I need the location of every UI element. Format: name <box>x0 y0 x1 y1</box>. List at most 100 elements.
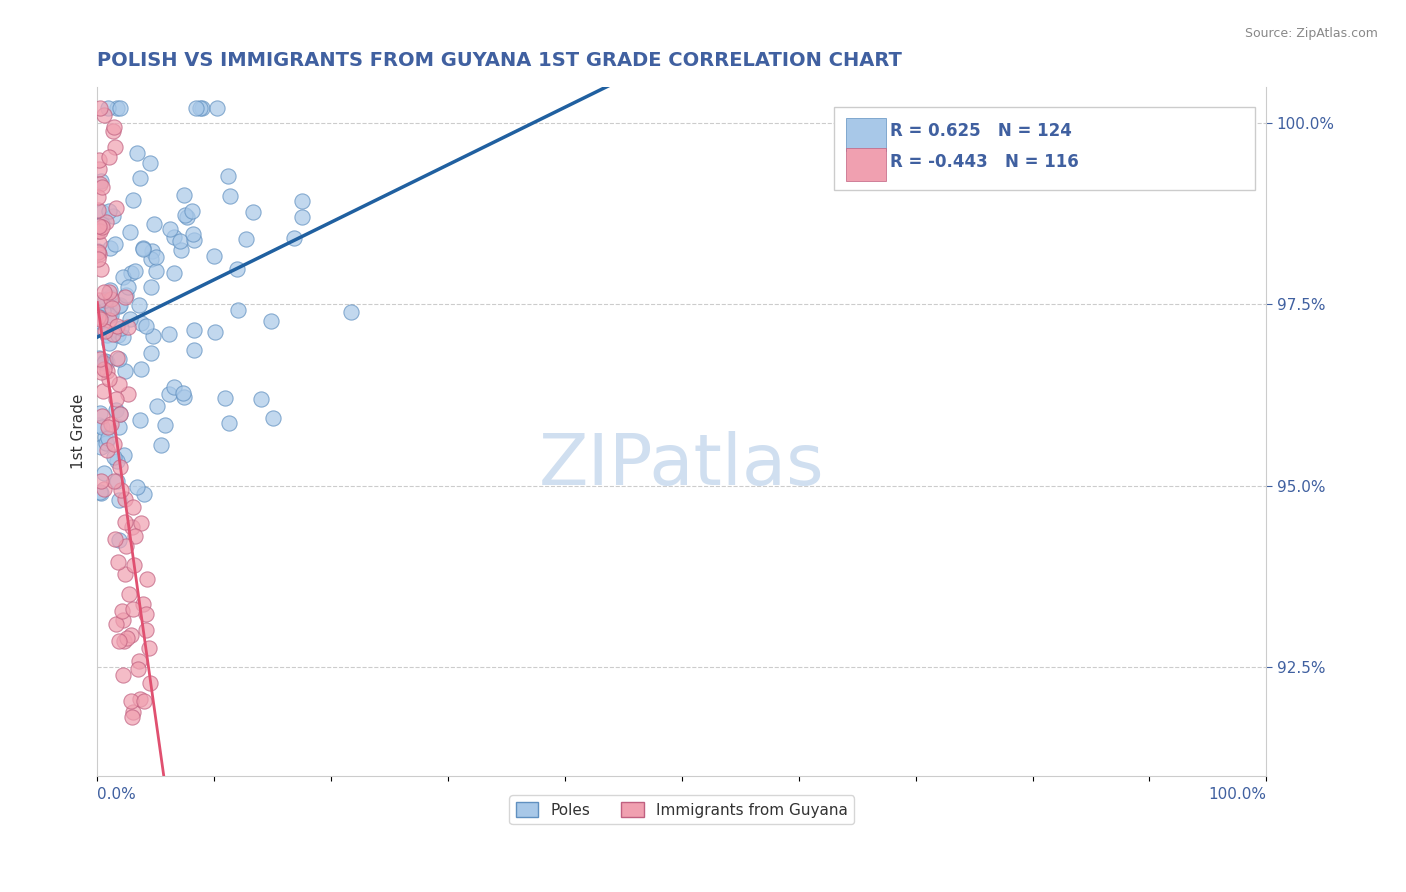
Point <box>94 324 117 338</box>
Point <box>339 305 361 319</box>
Point <box>90 205 112 219</box>
Point <box>204 325 226 339</box>
Point <box>89 406 111 420</box>
Point <box>143 217 166 231</box>
Point <box>114 539 136 553</box>
Point <box>110 101 132 115</box>
Point <box>122 558 145 573</box>
Point <box>94 215 117 229</box>
Point <box>250 392 273 406</box>
Point <box>142 328 165 343</box>
Point <box>159 222 181 236</box>
Point <box>96 442 118 457</box>
Point <box>93 108 115 122</box>
Point <box>121 807 143 822</box>
Point <box>91 303 114 318</box>
Point <box>117 280 139 294</box>
Point <box>101 301 124 316</box>
Point <box>128 297 150 311</box>
Point <box>131 242 153 256</box>
Point <box>104 139 127 153</box>
Point <box>157 387 180 401</box>
Y-axis label: 1st Grade: 1st Grade <box>72 393 86 469</box>
FancyBboxPatch shape <box>834 107 1254 190</box>
Point <box>101 123 124 137</box>
Point <box>214 391 236 405</box>
Point <box>118 586 141 600</box>
Point <box>114 567 136 582</box>
Point <box>139 280 162 294</box>
Point <box>107 533 129 547</box>
Point <box>93 466 115 480</box>
Point <box>291 194 314 209</box>
Point <box>89 417 111 432</box>
Point <box>120 311 142 326</box>
Point <box>97 431 120 445</box>
Point <box>122 705 145 719</box>
Point <box>105 475 128 489</box>
Point <box>104 236 127 251</box>
Point <box>103 437 125 451</box>
Point <box>90 486 112 500</box>
Point <box>111 613 134 627</box>
Point <box>90 219 112 234</box>
Point <box>114 290 136 304</box>
Point <box>97 372 120 386</box>
Point <box>96 328 118 343</box>
Point <box>87 161 110 176</box>
Point <box>101 209 124 223</box>
Point <box>89 101 111 115</box>
Point <box>129 362 152 376</box>
Point <box>98 312 121 326</box>
Point <box>173 385 195 400</box>
Point <box>94 430 117 444</box>
Text: R = 0.625   N = 124: R = 0.625 N = 124 <box>890 122 1071 140</box>
Point <box>226 303 249 318</box>
Point <box>149 438 172 452</box>
Point <box>87 310 110 325</box>
Point <box>117 387 139 401</box>
Point <box>143 850 166 864</box>
Point <box>190 101 212 115</box>
Point <box>112 449 135 463</box>
Point <box>105 454 128 468</box>
Point <box>183 343 205 358</box>
Point <box>124 263 146 277</box>
Point <box>100 308 122 322</box>
Point <box>108 419 131 434</box>
Point <box>117 631 139 645</box>
Point <box>91 384 114 399</box>
Point <box>129 171 152 186</box>
Point <box>108 407 131 421</box>
Point <box>91 409 114 423</box>
Point <box>98 336 121 351</box>
Point <box>112 270 135 285</box>
Point <box>131 516 153 530</box>
Point <box>86 244 108 258</box>
Point <box>89 247 111 261</box>
Point <box>145 264 167 278</box>
Point <box>121 500 143 514</box>
Text: R = -0.443   N = 116: R = -0.443 N = 116 <box>890 153 1078 171</box>
Point <box>105 201 128 215</box>
Point <box>132 694 155 708</box>
Point <box>90 366 112 380</box>
Point <box>141 244 163 259</box>
Point <box>98 241 121 255</box>
Point <box>107 555 129 569</box>
Point <box>103 475 125 489</box>
Point <box>114 363 136 377</box>
Legend: Poles, Immigrants from Guyana: Poles, Immigrants from Guyana <box>509 796 855 823</box>
Point <box>87 293 110 308</box>
Point <box>94 354 117 368</box>
Point <box>181 203 204 218</box>
Point <box>108 460 131 475</box>
Point <box>108 299 131 313</box>
Point <box>191 101 214 115</box>
Point <box>101 326 124 341</box>
Point <box>181 227 204 241</box>
Point <box>127 146 149 161</box>
Point <box>290 211 312 225</box>
Point <box>163 266 186 280</box>
Text: ZIPatlas: ZIPatlas <box>538 432 825 500</box>
